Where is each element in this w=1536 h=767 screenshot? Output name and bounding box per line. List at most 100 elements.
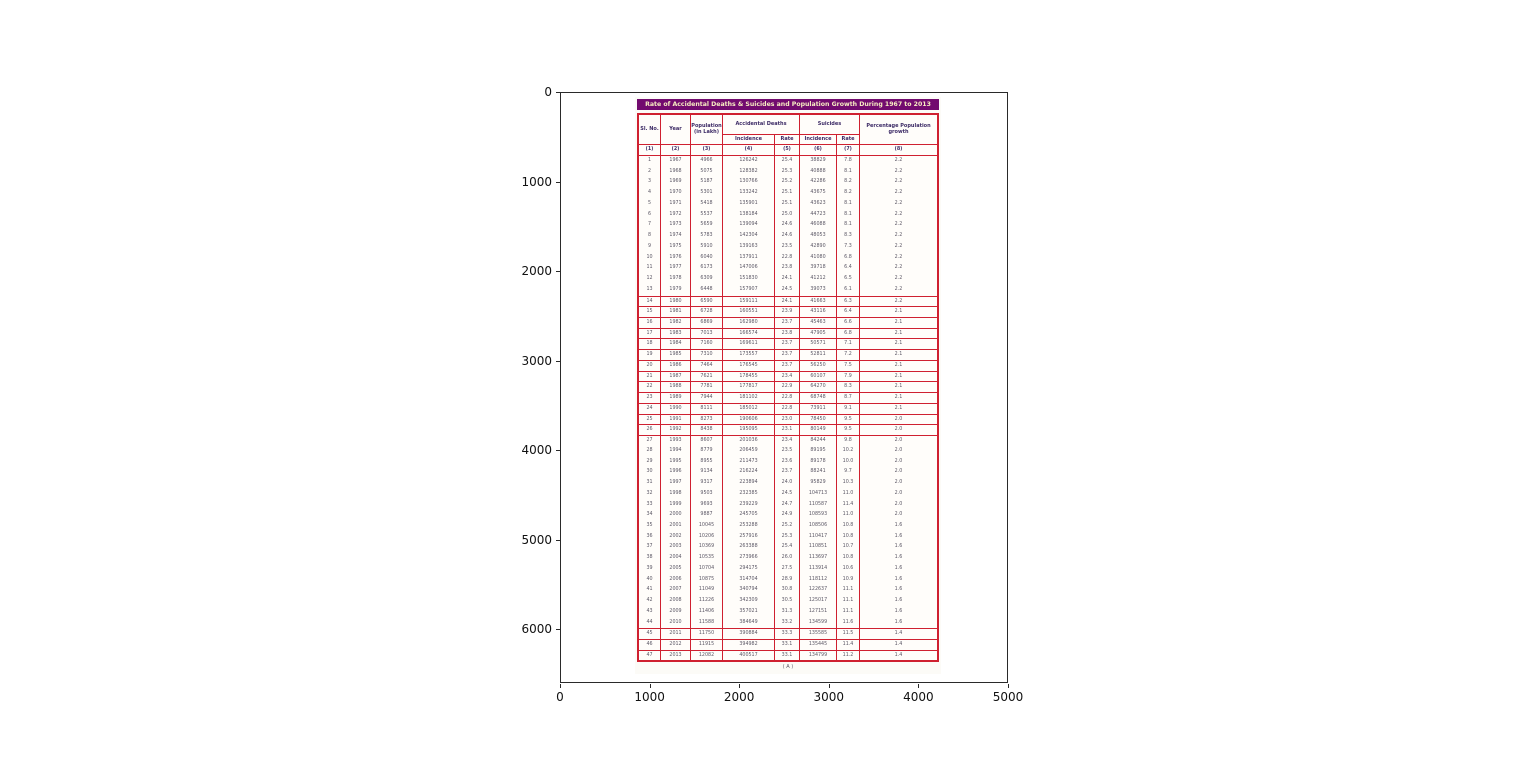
table-body: 1 1967 4966 126242 25.4 38829 7.8 2.2 2 1968 5075 1… xyxy=(639,156,937,660)
table-cell: 2012 xyxy=(661,640,691,650)
table-cell: 273966 xyxy=(723,553,775,564)
table-cell: 2.1 xyxy=(894,330,903,336)
table-cell: 29 xyxy=(639,456,661,468)
table-cell: 7944 xyxy=(691,393,723,403)
table-row: 15 1981 6728 160551 23.9 43116 6.4 2.1 xyxy=(639,306,937,318)
table-cell: 33 xyxy=(639,499,661,511)
table-cell: 2.0 xyxy=(894,469,903,475)
table-cell: 36 xyxy=(639,531,661,543)
table-cell: 17 xyxy=(639,328,661,339)
y-tick-label: 0 xyxy=(544,85,552,99)
table-cell: 25.2 xyxy=(775,177,800,189)
table-cell: 5537 xyxy=(691,209,723,221)
table-cell: 2.1 xyxy=(894,309,903,315)
table-cell: 2009 xyxy=(661,606,691,618)
table-cell: 23.1 xyxy=(775,425,800,436)
table-cell: 34 xyxy=(639,510,661,521)
table-cell: 2.2 xyxy=(894,298,903,304)
table-cell: 7.5 xyxy=(837,360,860,371)
col-header-population-growth: Percentage Population growth xyxy=(866,123,931,135)
table-row: 43 2009 11406 357021 31.3 127151 11.1 1.6 xyxy=(639,606,937,618)
table-cell: 2.1 xyxy=(894,320,903,326)
table-cell: 8.2 xyxy=(837,188,860,199)
table-cell: 8955 xyxy=(691,456,723,468)
col-header-accidental-deaths: Accidental Deaths xyxy=(723,115,800,135)
table-row: 32 1998 9503 232385 24.5 104713 11.0 2.0 xyxy=(639,488,937,500)
y-tick-mark xyxy=(556,539,560,541)
table-cell: 2.0 xyxy=(894,427,903,433)
table-cell: 1.6 xyxy=(894,608,903,614)
table-row: 6 1972 5537 138184 25.0 44723 8.1 2.2 xyxy=(639,209,937,221)
table-row: 35 2001 10045 253288 25.2 108506 10.8 1.6 xyxy=(639,520,937,532)
table-cell: 9.7 xyxy=(837,467,860,479)
table-cell: 23.5 xyxy=(775,241,800,253)
table-cell: 108506 xyxy=(800,520,837,532)
table-cell: 1976 xyxy=(661,252,691,264)
table-cell: 22.8 xyxy=(775,393,800,403)
table-cell: 340794 xyxy=(723,585,775,597)
table-cell: 48053 xyxy=(800,231,837,242)
table-row: 40 2006 10875 314704 28.9 118112 10.9 1.6 xyxy=(639,574,937,586)
table-row: 11 1977 6173 147006 23.8 39718 6.4 2.2 xyxy=(639,263,937,275)
table-cell: 1.6 xyxy=(894,522,903,528)
table-cell: 10.7 xyxy=(837,542,860,554)
table-cell: 24.9 xyxy=(775,510,800,521)
table-cell: 89195 xyxy=(800,445,837,457)
table-cell: 45 xyxy=(639,629,661,640)
table-cell: 1986 xyxy=(661,360,691,371)
table-cell: 173557 xyxy=(723,350,775,360)
table-cell: 23.7 xyxy=(775,467,800,479)
table-cell: 23.7 xyxy=(775,318,800,328)
table-cell: 1972 xyxy=(661,209,691,221)
table-row: 29 1995 8955 211473 23.6 89178 10.0 2.0 xyxy=(639,456,937,468)
x-tick-mark xyxy=(828,684,830,688)
subcol-header-su-rate: Rate xyxy=(837,135,860,144)
table-cell: 2008 xyxy=(661,596,691,607)
table-cell: 6309 xyxy=(691,274,723,285)
table-cell: 2.1 xyxy=(894,362,903,368)
table-cell: 1.6 xyxy=(894,565,903,571)
col-number: (6) xyxy=(800,144,837,155)
table-cell: 1994 xyxy=(661,445,691,457)
table-cell: 2.1 xyxy=(894,384,903,390)
table-cell: 8.1 xyxy=(837,220,860,232)
table-cell: 142304 xyxy=(723,231,775,242)
table-cell: 7621 xyxy=(691,371,723,382)
table-cell: 64270 xyxy=(800,382,837,393)
table-cell: 9693 xyxy=(691,499,723,511)
table-cell: 2.2 xyxy=(894,286,903,292)
table-cell: 239229 xyxy=(723,499,775,511)
table-cell: 10045 xyxy=(691,520,723,532)
table-cell: 1967 xyxy=(661,156,691,167)
table-cell: 1979 xyxy=(661,284,691,296)
table-cell: 33.2 xyxy=(775,617,800,629)
subcol-header-ad-incidence: Incidence xyxy=(723,135,775,144)
table-cell: 2006 xyxy=(661,574,691,586)
y-tick-label: 3000 xyxy=(521,353,552,368)
table-cell: 89178 xyxy=(800,456,837,468)
x-tick-label: 3000 xyxy=(813,690,845,704)
table-cell: 41080 xyxy=(800,252,837,264)
x-tick-mark xyxy=(560,684,561,688)
table-cell: 19 xyxy=(639,350,661,360)
table-cell: 30.5 xyxy=(775,596,800,607)
table-cell: 166574 xyxy=(723,328,775,339)
table-cell: 24.5 xyxy=(775,284,800,296)
table-row: 23 1989 7944 181102 22.8 68748 8.7 2.1 xyxy=(639,392,937,403)
y-tick-label: 4000 xyxy=(521,443,552,457)
table-cell: 23.7 xyxy=(775,350,800,360)
table-row: 21 1987 7621 178455 23.4 60107 7.9 2.1 xyxy=(639,370,937,382)
x-tick-mark xyxy=(918,684,920,688)
table-cell: 10.8 xyxy=(837,553,860,564)
table-row: 17 1983 7013 166574 23.8 47905 6.8 2.1 xyxy=(639,327,937,339)
table-cell: 137911 xyxy=(723,252,775,264)
table-cell: 9.5 xyxy=(837,414,860,425)
table-cell: 10.2 xyxy=(837,445,860,457)
table-cell: 23.0 xyxy=(775,414,800,425)
table-cell: 9.5 xyxy=(837,425,860,436)
table-cell: 39 xyxy=(639,563,661,575)
table-cell: 1974 xyxy=(661,231,691,242)
y-tick-mark xyxy=(556,181,560,183)
table-cell: 37 xyxy=(639,542,661,554)
table-cell: 110851 xyxy=(800,542,837,554)
